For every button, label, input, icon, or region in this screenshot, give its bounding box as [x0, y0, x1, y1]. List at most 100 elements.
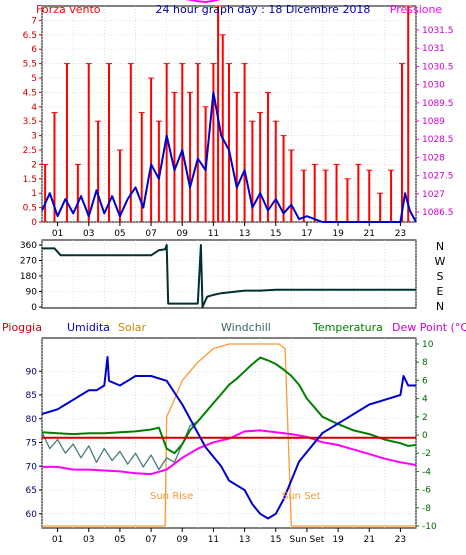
direction-line — [42, 244, 416, 308]
humidity-line — [41, 356, 416, 520]
wind-y-tick-label: 7 — [31, 16, 37, 26]
humidity-y-tick-label: 70 — [26, 462, 38, 472]
temperature-x-tick-label: 07 — [145, 535, 156, 545]
wind-y-tick-label: 1.5 — [23, 175, 37, 185]
legend-windchill: Windchill — [221, 321, 271, 334]
wind-speed-bar — [290, 150, 293, 222]
wind-speed-bar — [118, 150, 121, 222]
wind-speed-bar — [76, 164, 79, 222]
humidity-y-tick-label: 65 — [26, 486, 37, 496]
wind-speed-bar — [407, 6, 410, 222]
wind-y-tick-label: 2 — [31, 160, 37, 170]
sun-set-label: Sun Set — [282, 491, 321, 502]
direction-y-tick-label: 90 — [26, 288, 38, 298]
wind-speed-bar — [390, 170, 393, 222]
pressure-y-tick-label: 1089 — [422, 117, 445, 127]
legend-temperatura: Temperatura — [312, 321, 383, 334]
pressure-y-tick-label: 1030.5 — [422, 62, 454, 72]
wind-x-tick-label: 01 — [52, 229, 63, 239]
direction-y-tick-label: 270 — [20, 257, 37, 267]
wind-y-tick-label: 1 — [31, 189, 37, 199]
wind-speed-bar — [212, 63, 215, 222]
temperature-y-tick-label: 2 — [422, 413, 428, 423]
wind-speed-bar — [259, 112, 262, 222]
wind-speed-bar — [87, 63, 90, 222]
temperature-x-tick-label: 11 — [208, 535, 219, 545]
gust-line — [41, 91, 417, 223]
wind-y-tick-label: 5 — [31, 74, 37, 84]
temperature-y-tick-label: 0 — [422, 431, 428, 441]
wind-speed-bar — [235, 92, 238, 223]
pressure-y-tick-label: 1031.5 — [422, 26, 454, 36]
temperature-x-tick-label: Sun Set — [290, 535, 325, 545]
wind-x-tick-label: 03 — [83, 229, 94, 239]
wind-speed-bar — [221, 34, 224, 222]
chart-title: 24 hour graph day : 18 Dicembre 2018 — [156, 3, 371, 16]
wind-y-tick-label: 2.5 — [23, 146, 37, 156]
legend-umidita: Umidita — [67, 321, 110, 334]
compass-label: S — [437, 270, 444, 283]
wind-y-tick-label: 6.5 — [23, 31, 37, 41]
wind-x-tick-label: 07 — [145, 229, 156, 239]
wind-x-tick-label: 19 — [332, 229, 344, 239]
direction-y-tick-label: 360 — [20, 241, 37, 251]
temperature-y-tick-label: 6 — [422, 376, 428, 386]
legend-pioggia: Pioggia — [2, 321, 42, 334]
pressure-y-tick-label: 1028.5 — [422, 135, 454, 145]
temperature-x-tick-label: 01 — [52, 535, 63, 545]
direction-line — [42, 244, 416, 308]
wind-y-tick-label: 5.5 — [23, 60, 37, 70]
temperature-y-tick-label: 8 — [422, 358, 428, 368]
wind-speed-bar — [266, 92, 269, 223]
wind-x-tick-label: 13 — [239, 229, 250, 239]
legend-solar: Solar — [118, 321, 147, 334]
wind-speed-bar — [335, 164, 338, 222]
wind-speed-bar — [165, 63, 168, 222]
temperature-y-tick-label: -6 — [422, 486, 431, 496]
pressure-y-tick-label: 1089.5 — [422, 99, 454, 109]
temperature-grid — [41, 338, 417, 528]
wind-speed-bar — [53, 112, 56, 222]
wind-x-tick-label: 17 — [301, 229, 312, 239]
wind-x-tick-label: 23 — [395, 229, 406, 239]
pressure-y-tick-label: 1086.5 — [422, 208, 454, 218]
wind-speed-bar — [228, 63, 230, 222]
wind-speed-bar — [108, 63, 111, 222]
direction-y-axis: 0 90 180 270 360 — [20, 241, 42, 313]
solar-line — [42, 343, 416, 527]
wind-speed-bar — [44, 164, 47, 222]
wind-speed-bar — [150, 78, 153, 222]
temperature-x-tick-label: 21 — [364, 535, 375, 545]
temperature-x-tick-label: 03 — [83, 535, 94, 545]
sun-rise-label: Sun Rise — [150, 491, 193, 502]
wind-speed-bar — [282, 135, 285, 222]
temperature-x-tick-label: 23 — [395, 535, 406, 545]
pressure-line — [185, 0, 221, 3]
gust-pressure-lines — [41, 0, 417, 223]
wind-speed-bar — [368, 170, 371, 222]
wind-speed-bar — [129, 63, 132, 222]
wind-speed-bar — [65, 63, 68, 222]
temperature-y-tick-label: -8 — [422, 504, 431, 514]
wind-speed-bar — [346, 178, 349, 222]
temperature-y-tick-label: -4 — [422, 467, 431, 477]
wind-y-tick-label: 0 — [31, 218, 37, 228]
wind-speed-bar — [181, 63, 184, 222]
pressure-y-tick-label: 1030 — [422, 81, 445, 91]
wind-x-tick-label: 15 — [270, 229, 281, 239]
temperature-x-axis: 01 03 05 07 09 11 13 15 Sun Set 19 21 23 — [52, 528, 406, 545]
temperature-x-tick-label: 05 — [114, 535, 125, 545]
legend-dew-point: Dew Point (°C) — [392, 321, 466, 334]
wind-speed-bar — [313, 164, 316, 222]
wind-speed-bar — [189, 92, 192, 223]
temperature-y-tick-label: 4 — [422, 395, 428, 405]
compass-label: W — [435, 255, 446, 268]
wind-speed-bar — [97, 121, 100, 222]
wind-y-tick-label: 6 — [31, 45, 37, 55]
wind-speed-bar — [274, 121, 277, 222]
humidity-y-tick-label: 85 — [26, 391, 37, 401]
direction-y-tick-label: 0 — [31, 303, 37, 313]
